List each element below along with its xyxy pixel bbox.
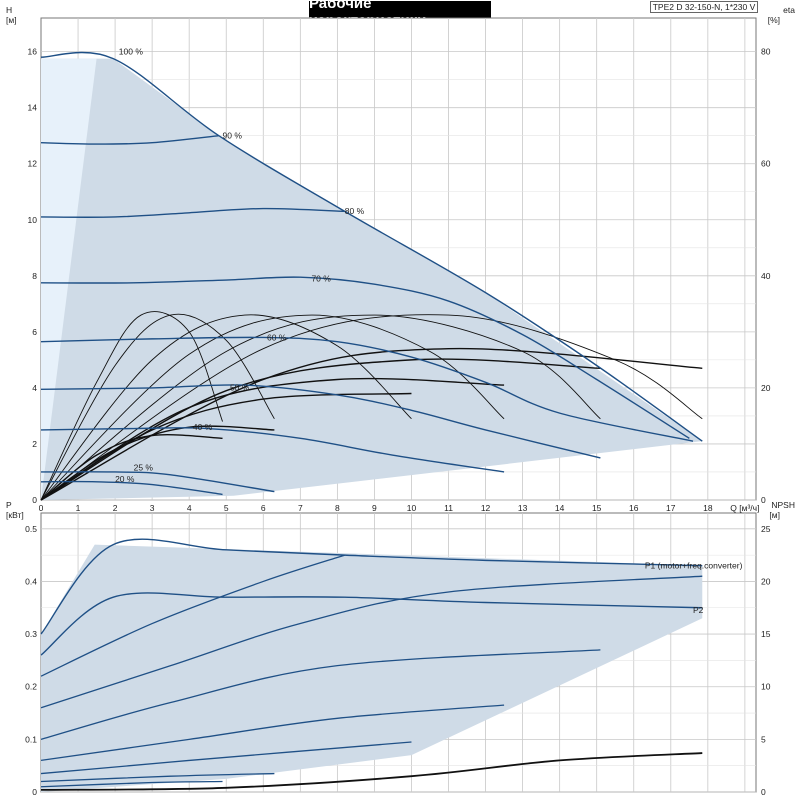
x-tick-label: 5 bbox=[224, 503, 229, 513]
npsh-curve bbox=[40, 752, 703, 791]
x-tick-label: 2 bbox=[113, 503, 118, 513]
pump-curve-label: 100 % bbox=[119, 46, 144, 56]
system-curve bbox=[40, 311, 223, 501]
y2-tick-label: 15 bbox=[761, 629, 771, 639]
x-tick-label: 9 bbox=[372, 503, 377, 513]
pump-curve-label: 70 % bbox=[311, 273, 331, 283]
x-tick-label: 16 bbox=[629, 503, 639, 513]
y-tick-label: 0 bbox=[32, 787, 37, 797]
power-curve bbox=[40, 741, 412, 775]
power-series-curve bbox=[40, 592, 703, 656]
y-axis-label: H bbox=[6, 5, 12, 15]
system-curve bbox=[40, 314, 505, 501]
pump-curve bbox=[40, 384, 601, 459]
y2-axis-unit: [м] bbox=[769, 510, 780, 520]
pump-curve bbox=[40, 480, 223, 496]
pump-curve-label: 90 % bbox=[223, 131, 243, 141]
y-tick-label: 0.3 bbox=[25, 629, 37, 639]
x-tick-label: 18 bbox=[703, 503, 713, 513]
y2-tick-label: 5 bbox=[761, 734, 766, 744]
x-tick-label: 14 bbox=[555, 503, 565, 513]
operating-range-area bbox=[41, 544, 703, 792]
y-tick-label: 16 bbox=[28, 47, 38, 57]
power-series-curve bbox=[40, 538, 703, 635]
pump-curve bbox=[40, 207, 345, 218]
power-curve bbox=[40, 780, 223, 788]
power-curve bbox=[40, 772, 275, 783]
y2-tick-label: 20 bbox=[761, 576, 771, 586]
efficiency-curve bbox=[40, 434, 223, 501]
power-series-label: P1 (motor+freq.converter) bbox=[645, 560, 743, 570]
pump-curve-label: 80 % bbox=[345, 206, 365, 216]
x-tick-label: 12 bbox=[481, 503, 491, 513]
system-curve bbox=[40, 314, 601, 501]
x-tick-label: 1 bbox=[76, 503, 81, 513]
pump-curve bbox=[40, 336, 694, 442]
y-tick-label: 4 bbox=[32, 383, 37, 393]
pump-curve bbox=[40, 51, 703, 442]
efficiency-curve bbox=[40, 377, 505, 501]
x-tick-label: 0 bbox=[39, 503, 44, 513]
y-tick-label: 0.2 bbox=[25, 682, 37, 692]
power-curve bbox=[40, 704, 505, 762]
pump-curve bbox=[40, 135, 219, 145]
x-tick-label: 7 bbox=[298, 503, 303, 513]
x-tick-label: 11 bbox=[444, 503, 453, 513]
y2-tick-label: 80 bbox=[761, 47, 771, 57]
y2-tick-label: 20 bbox=[761, 383, 771, 393]
power-curve bbox=[40, 575, 703, 709]
x-tick-label: 4 bbox=[187, 503, 192, 513]
y-tick-label: 12 bbox=[28, 159, 38, 169]
x-tick-label: 6 bbox=[261, 503, 266, 513]
pump-curve bbox=[40, 471, 275, 493]
y2-axis-label: eta bbox=[783, 5, 795, 15]
x-axis-label: Q [м³/ч] bbox=[730, 503, 759, 513]
y-tick-label: 14 bbox=[28, 103, 38, 113]
y2-tick-label: 10 bbox=[761, 682, 771, 692]
system-curve bbox=[40, 313, 275, 501]
pump-curve-label: 60 % bbox=[267, 332, 287, 342]
operating-range-area bbox=[41, 58, 703, 500]
pump-curve-label: 40 % bbox=[193, 422, 213, 432]
power-curve bbox=[40, 649, 601, 740]
x-tick-label: 8 bbox=[335, 503, 340, 513]
y-tick-label: 0.5 bbox=[25, 524, 37, 534]
power-series-label: P2 bbox=[693, 605, 704, 615]
y2-axis-label: NPSH bbox=[771, 500, 795, 510]
pump-model-label: TPE2 D 32-150-N, 1*230 V bbox=[650, 1, 758, 13]
y-tick-label: 2 bbox=[32, 439, 37, 449]
y2-axis-unit: [%] bbox=[768, 15, 780, 25]
y-axis-label: P bbox=[6, 500, 12, 510]
x-tick-label: 3 bbox=[150, 503, 155, 513]
y-tick-label: 0 bbox=[32, 495, 37, 505]
x-tick-label: 10 bbox=[407, 503, 417, 513]
y-axis-unit: [кВт] bbox=[6, 510, 24, 520]
pump-curve-label: 50 % bbox=[230, 383, 250, 393]
y-tick-label: 10 bbox=[28, 215, 38, 225]
y2-tick-label: 0 bbox=[761, 495, 766, 505]
y2-tick-label: 60 bbox=[761, 159, 771, 169]
y-axis-unit: [м] bbox=[6, 15, 17, 25]
system-curve bbox=[40, 314, 703, 501]
pump-curve-label: 25 % bbox=[134, 463, 154, 473]
y2-tick-label: 40 bbox=[761, 271, 771, 281]
x-tick-label: 13 bbox=[518, 503, 528, 513]
y2-tick-label: 25 bbox=[761, 524, 771, 534]
y2-tick-label: 0 bbox=[761, 787, 766, 797]
x-tick-label: 15 bbox=[592, 503, 602, 513]
efficiency-curve bbox=[40, 347, 703, 501]
y-tick-label: 0.1 bbox=[25, 734, 37, 744]
efficiency-curve bbox=[40, 358, 601, 501]
power-curve bbox=[40, 554, 345, 677]
y-tick-label: 0.4 bbox=[25, 576, 37, 586]
x-tick-label: 17 bbox=[666, 503, 676, 513]
pump-curve bbox=[40, 427, 505, 473]
pump-curve bbox=[40, 276, 690, 439]
y-tick-label: 6 bbox=[32, 327, 37, 337]
pump-curve-label: 20 % bbox=[115, 474, 135, 484]
y-tick-label: 8 bbox=[32, 271, 37, 281]
